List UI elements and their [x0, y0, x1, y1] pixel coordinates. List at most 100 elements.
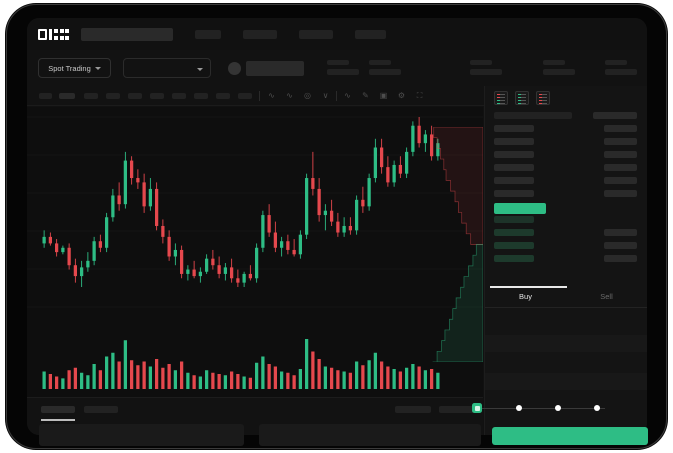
line-chart-icon[interactable]: ∿: [344, 91, 351, 100]
chevron-down-icon: [94, 66, 101, 70]
order-book-ask-row[interactable]: [485, 177, 647, 186]
timeframe-2[interactable]: [59, 93, 75, 99]
order-book-ask-row[interactable]: [485, 164, 647, 173]
ask-price: [494, 151, 534, 158]
trading-pair-bar: Spot Trading: [27, 50, 647, 86]
top-navigation-bar: [27, 18, 647, 50]
order-book-ask-row[interactable]: [485, 190, 647, 199]
timeframe-9[interactable]: [216, 93, 230, 99]
tab-sell[interactable]: Sell: [600, 292, 613, 301]
order-form-field-3[interactable]: [485, 354, 647, 371]
chevron-down-icon[interactable]: ∨: [322, 91, 329, 100]
stat-24h-volume: [543, 60, 575, 75]
stat-value: [369, 69, 401, 75]
coin-avatar-icon: [228, 62, 241, 75]
ask-price: [494, 177, 534, 184]
stat-24h-high: [369, 60, 401, 75]
order-book-bid-row[interactable]: [485, 229, 647, 238]
order-book-last-price-row: [485, 203, 647, 214]
price-chart[interactable]: [27, 107, 483, 397]
okx-logo-icon[interactable]: [38, 28, 69, 40]
timeframe-1[interactable]: [39, 93, 52, 99]
ask-price: [494, 164, 534, 171]
bid-amount: [604, 242, 637, 249]
buy-tab-underline: [490, 286, 567, 288]
pencil-icon[interactable]: ✎: [362, 91, 369, 100]
pair-select[interactable]: [123, 58, 211, 78]
ask-amount: [604, 164, 637, 171]
order-form-field-1[interactable]: [485, 316, 647, 333]
search-input[interactable]: [81, 27, 173, 41]
chevron-down-icon: [197, 67, 203, 71]
timeframe-8[interactable]: [194, 93, 208, 99]
tab-buy[interactable]: Buy: [519, 292, 532, 301]
order-book-depth-overlay: [427, 127, 483, 362]
stat-24h-change: [327, 60, 359, 75]
nav-item-1[interactable]: [195, 29, 221, 39]
stat-label: [369, 60, 391, 65]
timeframe-5[interactable]: [128, 93, 142, 99]
logo-letter-k: [49, 28, 58, 40]
ask-price: [494, 138, 534, 145]
stat-24h-low: [470, 60, 502, 75]
stat-label: [327, 60, 349, 65]
ask-price: [494, 125, 534, 132]
order-form-tabs: Buy Sell: [485, 288, 647, 308]
last-price-highlight: [494, 203, 546, 214]
orderbook-mode-asks-icon[interactable]: [536, 91, 550, 105]
stat-value: [470, 69, 502, 75]
toolbar-divider: [259, 91, 260, 101]
camera-icon[interactable]: ▣: [379, 91, 388, 100]
nav-item-3[interactable]: [299, 29, 333, 39]
fullscreen-icon[interactable]: ⛶: [416, 90, 423, 100]
depth-svg: [432, 127, 483, 362]
bottom-action-2[interactable]: [439, 406, 475, 413]
step-4[interactable]: [594, 404, 600, 411]
ask-amount: [604, 125, 637, 132]
alert-icon[interactable]: ◎: [304, 91, 311, 100]
order-form-field-2[interactable]: [485, 335, 647, 352]
order-book-ask-row[interactable]: [485, 125, 647, 134]
timeframe-6[interactable]: [150, 93, 164, 99]
timeframe-4[interactable]: [106, 93, 120, 99]
orderbook-mode-bids-icon[interactable]: [515, 91, 529, 105]
order-book-ask-row[interactable]: [485, 151, 647, 160]
step-1[interactable]: [472, 403, 482, 413]
bottom-tab-open-orders[interactable]: [41, 406, 75, 413]
bid-price: [494, 216, 534, 223]
ask-amount: [604, 138, 637, 145]
indicator-icon[interactable]: ∿: [268, 91, 275, 100]
footer-panel-middle: [259, 424, 481, 446]
primary-cta-button[interactable]: [492, 427, 648, 445]
orderbook-mode-both-icon[interactable]: [494, 91, 508, 105]
bottom-tab-order-history[interactable]: [84, 406, 118, 413]
device-frame: Spot Trading: [6, 4, 667, 449]
trading-mode-label: Spot Trading: [48, 63, 91, 73]
bid-price: [494, 255, 534, 262]
nav-item-4[interactable]: [355, 29, 386, 39]
trading-mode-select[interactable]: Spot Trading: [38, 58, 111, 78]
bottom-action-1[interactable]: [395, 406, 431, 413]
order-book-ask-row[interactable]: [485, 138, 647, 147]
stat-label: [605, 60, 627, 65]
step-3[interactable]: [555, 404, 561, 411]
steps-connector-line: [475, 407, 605, 409]
bid-amount: [604, 255, 637, 262]
order-form-field-4[interactable]: [485, 373, 647, 390]
compare-icon[interactable]: ∿: [286, 91, 293, 100]
logo-letter-x: [60, 28, 69, 40]
timeframe-3[interactable]: [84, 93, 98, 99]
order-book-bid-row[interactable]: [485, 255, 647, 264]
nav-item-2[interactable]: [243, 29, 277, 39]
order-book-rows: [485, 112, 647, 268]
stat-value: [327, 69, 359, 75]
timeframe-7[interactable]: [172, 93, 186, 99]
step-2[interactable]: [516, 404, 522, 411]
timeframe-10[interactable]: [238, 93, 252, 99]
order-book-bid-row[interactable]: [485, 216, 647, 225]
toolbar-divider: [336, 91, 337, 101]
order-book-bid-row[interactable]: [485, 242, 647, 251]
stat-value: [605, 69, 637, 75]
logo-letter-o: [38, 28, 47, 40]
settings-gear-icon[interactable]: ⚙: [397, 91, 406, 100]
